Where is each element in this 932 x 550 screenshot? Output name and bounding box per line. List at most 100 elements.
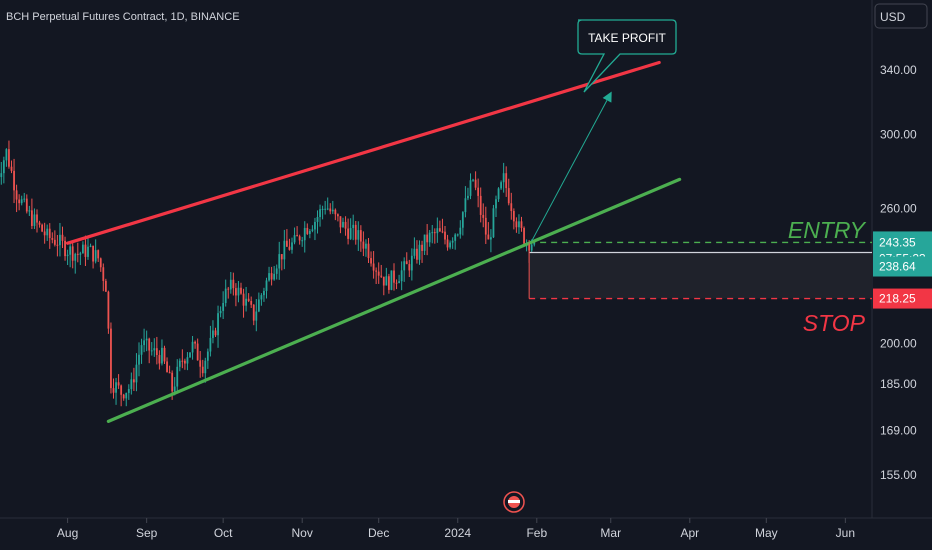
candle xyxy=(43,222,46,244)
price-axis[interactable]: 340.00 300.00 260.00 200.00 185.00 169.00 155.… xyxy=(880,63,917,482)
price-tick-label[interactable]: 340.00 xyxy=(880,63,917,77)
candle xyxy=(127,384,130,400)
candle-body xyxy=(380,275,383,277)
timezone-indicator[interactable] xyxy=(503,491,525,513)
price-tick-label[interactable]: 300.00 xyxy=(880,128,917,142)
time-tick-label[interactable]: Dec xyxy=(368,526,389,540)
candle-body xyxy=(257,299,260,312)
time-axis[interactable]: Aug Sep Oct Nov Dec 2024 Feb Mar Apr May Jun xyxy=(57,518,855,540)
time-tick-label[interactable]: Mar xyxy=(600,526,621,540)
candle-body xyxy=(255,311,258,321)
candle xyxy=(293,227,296,245)
candle xyxy=(359,225,362,252)
time-tick-label[interactable]: 2024 xyxy=(444,526,471,540)
candle-body xyxy=(426,234,429,243)
candle xyxy=(158,350,161,370)
currency-label[interactable]: USD xyxy=(880,10,906,24)
time-tick-label[interactable]: Nov xyxy=(292,526,313,540)
candle xyxy=(490,229,492,253)
candle xyxy=(477,178,480,208)
time-tick-label[interactable]: Oct xyxy=(214,526,233,540)
time-tick-label[interactable]: Aug xyxy=(57,526,78,540)
candle-body xyxy=(329,208,332,212)
time-tick-label[interactable]: Feb xyxy=(526,526,547,540)
candle xyxy=(143,328,145,353)
price-tick-label[interactable]: 155.00 xyxy=(880,468,917,482)
candle xyxy=(347,218,349,245)
candle xyxy=(13,158,15,204)
price-tick-label[interactable]: 260.00 xyxy=(880,201,917,215)
candle-body xyxy=(377,271,380,276)
candle-body xyxy=(173,386,176,392)
candle xyxy=(495,195,497,217)
candle-body xyxy=(413,248,416,256)
candle-body xyxy=(507,188,510,204)
candle-body xyxy=(5,149,8,161)
candle-body xyxy=(482,214,485,218)
candle xyxy=(301,236,304,247)
candle-body xyxy=(245,298,247,306)
candle-body xyxy=(512,211,515,222)
candle-body xyxy=(10,166,13,171)
candle xyxy=(61,226,64,249)
candle-body xyxy=(459,227,462,235)
candle xyxy=(349,218,352,240)
candle-body xyxy=(127,389,130,393)
candle-body xyxy=(178,360,181,367)
candle-body xyxy=(288,246,291,250)
candle xyxy=(270,266,273,286)
indicator-bar[interactable] xyxy=(508,500,520,503)
candle-body xyxy=(433,232,436,234)
time-tick-label[interactable]: Jun xyxy=(836,526,855,540)
entry-label: ENTRY xyxy=(788,217,867,243)
candle xyxy=(288,238,291,251)
candle xyxy=(140,338,143,364)
candle-body xyxy=(240,287,242,294)
candle-body xyxy=(161,347,163,364)
candle-body xyxy=(112,388,115,393)
candle xyxy=(184,358,186,370)
candle-body xyxy=(145,338,148,341)
candle xyxy=(25,194,28,214)
candle xyxy=(393,263,395,291)
candle-body xyxy=(107,291,110,329)
candle xyxy=(357,221,360,251)
candle xyxy=(326,197,329,211)
candle-body xyxy=(212,330,214,338)
candle-body xyxy=(418,244,421,260)
candle xyxy=(461,211,464,236)
candle xyxy=(479,187,482,223)
price-tick-label[interactable]: 169.00 xyxy=(880,423,917,437)
candle-body xyxy=(298,236,301,241)
currency-button-frame[interactable] xyxy=(874,3,928,29)
candle-body xyxy=(61,234,64,241)
currency-button[interactable]: USD xyxy=(874,3,928,29)
time-tick-label[interactable]: Sep xyxy=(136,526,158,540)
time-tick-label[interactable]: May xyxy=(755,526,778,540)
candle xyxy=(186,352,189,371)
candle-body xyxy=(334,209,337,215)
price-tick-label[interactable]: 200.00 xyxy=(880,337,917,351)
candle-body xyxy=(349,228,352,239)
time-tick-label[interactable]: Apr xyxy=(680,526,699,540)
candle-body xyxy=(367,243,370,259)
price-tick-label[interactable]: 185.00 xyxy=(880,377,917,391)
candle-body xyxy=(13,170,15,191)
levels-group xyxy=(528,241,872,300)
candle-body xyxy=(166,361,168,373)
candle-body xyxy=(314,221,316,230)
candle-body xyxy=(403,261,406,271)
candle xyxy=(53,230,56,247)
candle xyxy=(82,241,84,254)
candle xyxy=(115,377,117,405)
candle-body xyxy=(357,230,360,240)
candle xyxy=(217,305,219,348)
candle xyxy=(278,241,281,280)
candle xyxy=(444,226,446,245)
price-tag: 218.25 xyxy=(873,288,932,309)
candle xyxy=(410,248,413,281)
candle xyxy=(416,240,418,264)
candle-body xyxy=(293,235,296,243)
